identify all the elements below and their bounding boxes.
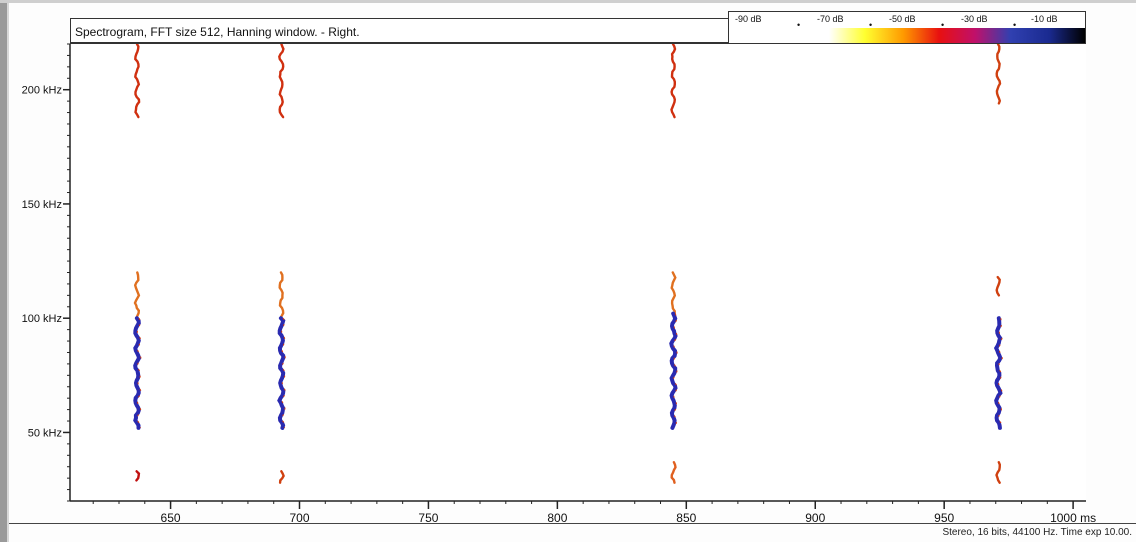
x-tick-label: 900 xyxy=(805,511,825,525)
scale-dot: • xyxy=(941,20,945,30)
y-tick-label: 50 kHz xyxy=(28,427,62,439)
y-tick-label: 100 kHz xyxy=(22,313,62,325)
x-tick-label: 700 xyxy=(289,511,309,525)
color-scale-bar xyxy=(829,28,1085,43)
scale-label-90: -90 dB xyxy=(735,14,762,24)
status-text: Stereo, 16 bits, 44100 Hz. Time exp 10.0… xyxy=(942,527,1132,538)
color-scale-legend: -90 dB • -70 dB • -50 dB • -30 dB • -10 … xyxy=(728,11,1086,44)
x-tick-label: 800 xyxy=(547,511,567,525)
scale-label-50: -50 dB xyxy=(889,14,916,24)
spectrogram-call-fringe xyxy=(136,317,142,428)
scale-label-10: -10 dB xyxy=(1031,14,1058,24)
x-tick-label: 950 xyxy=(934,511,954,525)
scale-dot: • xyxy=(869,20,873,30)
spectrogram-call-segment xyxy=(277,316,286,430)
window-left-border xyxy=(0,0,7,542)
spectrogram-call-segment xyxy=(135,470,141,482)
spectrogram-call-segment xyxy=(669,311,678,430)
spectrogram-call-fringe xyxy=(280,317,286,429)
scale-label-30: -30 dB xyxy=(961,14,988,24)
scale-dot: • xyxy=(1013,20,1017,30)
scale-label-70: -70 dB xyxy=(817,14,844,24)
x-tick-label: 1000 ms xyxy=(1050,511,1096,525)
chart-title: Spectrogram, FFT size 512, Hanning windo… xyxy=(75,25,360,39)
spectrogram-call-fringe xyxy=(997,318,1003,428)
spectrogram-call-segment xyxy=(995,275,1001,297)
window-top-border xyxy=(0,0,1136,3)
scale-dot: • xyxy=(797,20,801,30)
spectrogram-call-segment xyxy=(670,271,677,315)
spectrogram-call-segment xyxy=(993,316,1003,430)
plot-area xyxy=(70,44,1086,501)
x-tick-label: 750 xyxy=(418,511,438,525)
spectrogram-call-segment xyxy=(278,470,285,484)
spectrogram-call-segment xyxy=(134,42,141,119)
spectrogram-call-segment xyxy=(995,461,1002,484)
spectrogram-call-segment xyxy=(133,316,142,430)
spectrogram-call-segment xyxy=(278,42,285,119)
x-tick-label: 850 xyxy=(676,511,696,525)
y-tick-label: 150 kHz xyxy=(22,199,62,211)
spectrogram-call-fringe xyxy=(672,313,679,429)
spectrogram-call-segment xyxy=(670,461,677,484)
window-left-border-inner xyxy=(7,0,9,542)
status-divider xyxy=(9,523,1136,524)
y-tick-label: 200 kHz xyxy=(22,85,62,97)
spectrogram-call-segment xyxy=(133,271,141,320)
spectrogram-call-segment xyxy=(670,42,677,119)
x-tick-label: 650 xyxy=(161,511,181,525)
spectrogram-call-segment xyxy=(278,271,285,320)
spectrogram-call-segment xyxy=(995,42,1002,105)
